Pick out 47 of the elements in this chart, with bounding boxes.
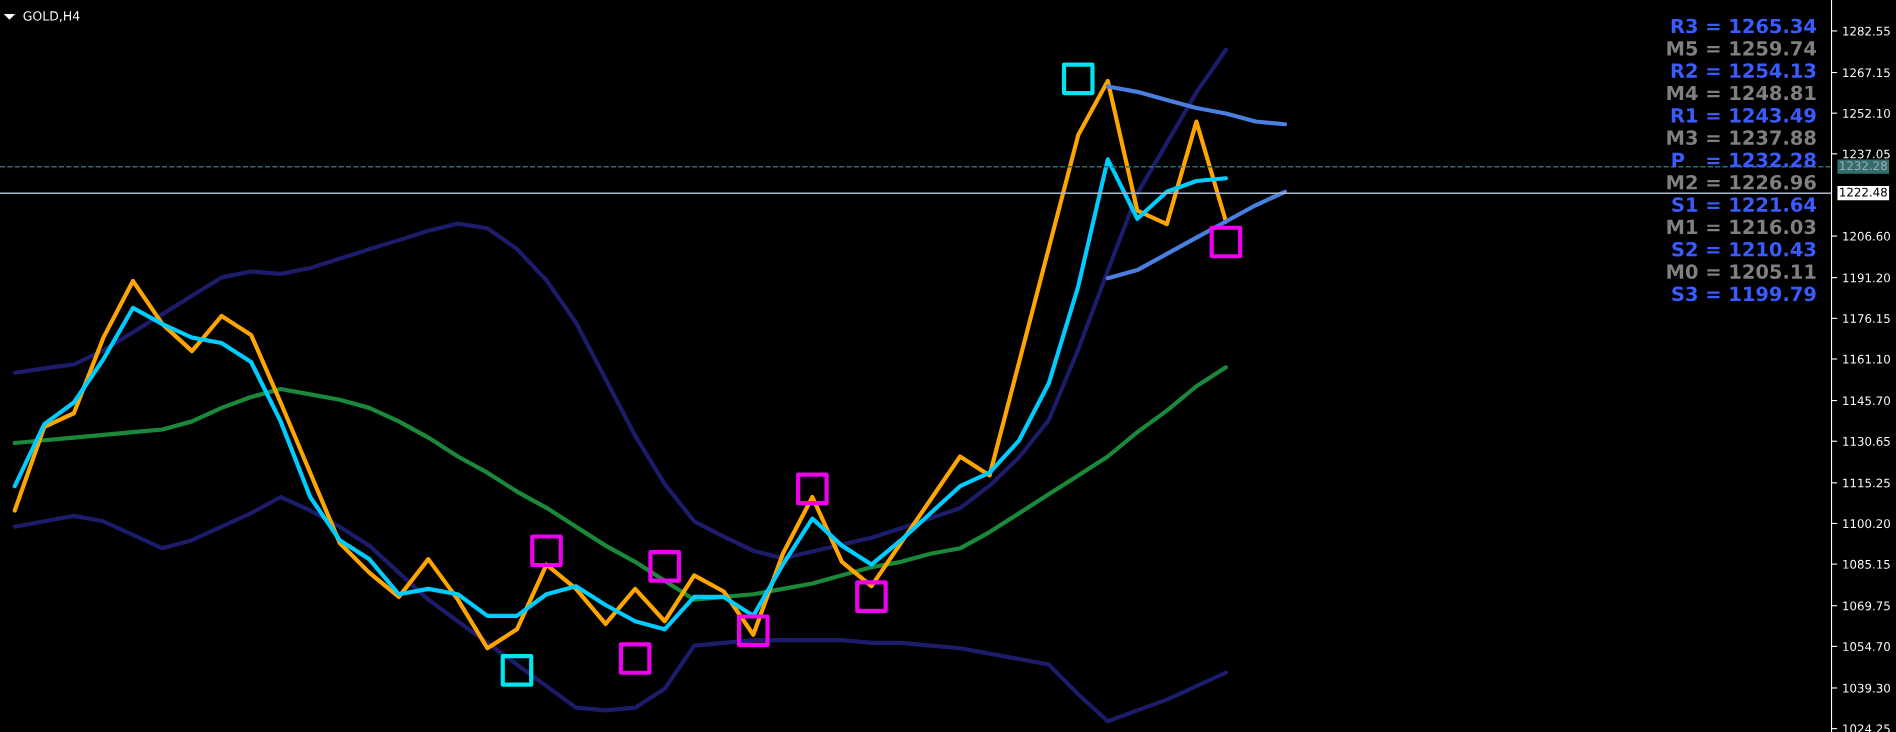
y-tick-label: 1145.70 — [1843, 396, 1890, 406]
y-tick-label: 1252.10 — [1843, 108, 1890, 118]
annotation: S2 = 1210.43 — [1672, 241, 1816, 257]
point — [736, 614, 770, 648]
ref-line-label: 1232.28 — [1840, 161, 1887, 171]
annotation: S1 = 1221.64 — [1672, 197, 1816, 212]
y-tick-label: 1100.20 — [1843, 519, 1890, 529]
text: GOLD,H4 — [23, 11, 80, 22]
annotation: R1 = 1243.49 — [1671, 107, 1816, 123]
ref-line-label: 1222.48 — [1840, 187, 1887, 197]
annotation: M3 = 1237.88 — [1667, 130, 1816, 145]
y-tick-label: 1282.55 — [1843, 26, 1890, 36]
line-series — [12, 157, 1229, 632]
y-tick-label: 1115.25 — [1843, 478, 1890, 488]
point — [855, 580, 888, 613]
annotation: M5 = 1259.74 — [1667, 40, 1816, 56]
line-series — [12, 494, 1229, 724]
point — [648, 550, 681, 583]
y-tick-label: 1206.60 — [1843, 231, 1890, 241]
annotation: M2 = 1226.96 — [1667, 174, 1816, 190]
y-tick-label: 1069.75 — [1843, 601, 1890, 611]
y-tick-label: 1176.15 — [1843, 314, 1890, 323]
point — [1061, 62, 1095, 96]
annotation: R3 = 1265.34 — [1671, 18, 1816, 34]
point — [796, 472, 829, 506]
point — [530, 534, 563, 568]
line-series — [12, 47, 1229, 561]
annotation: M4 = 1248.81 — [1667, 85, 1816, 101]
y-tick-label: 1130.65 — [1843, 436, 1890, 446]
annotation: M0 = 1205.11 — [1667, 264, 1816, 279]
point — [618, 642, 652, 675]
y-tick-label: 1161.10 — [1843, 354, 1890, 364]
y-tick-label: 1054.70 — [1843, 642, 1890, 652]
y-tick-label: 1237.05 — [1843, 149, 1890, 159]
point — [1209, 225, 1243, 259]
y-tick-label: 1085.15 — [1843, 559, 1890, 569]
point — [500, 654, 534, 687]
annotation: R2 = 1254.13 — [1671, 63, 1816, 78]
annotation: M1 = 1216.03 — [1667, 219, 1816, 235]
y-tick-label: 1039.30 — [1843, 683, 1890, 693]
line-series — [1105, 189, 1288, 281]
annotation: P = 1232.28 — [1672, 152, 1816, 168]
y-tick-label: 1191.20 — [1843, 273, 1890, 283]
line-series — [12, 365, 1229, 602]
y-tick-label: 1267.15 — [1843, 68, 1890, 78]
annotation: S3 = 1199.79 — [1672, 286, 1816, 302]
line-series — [1105, 84, 1288, 127]
